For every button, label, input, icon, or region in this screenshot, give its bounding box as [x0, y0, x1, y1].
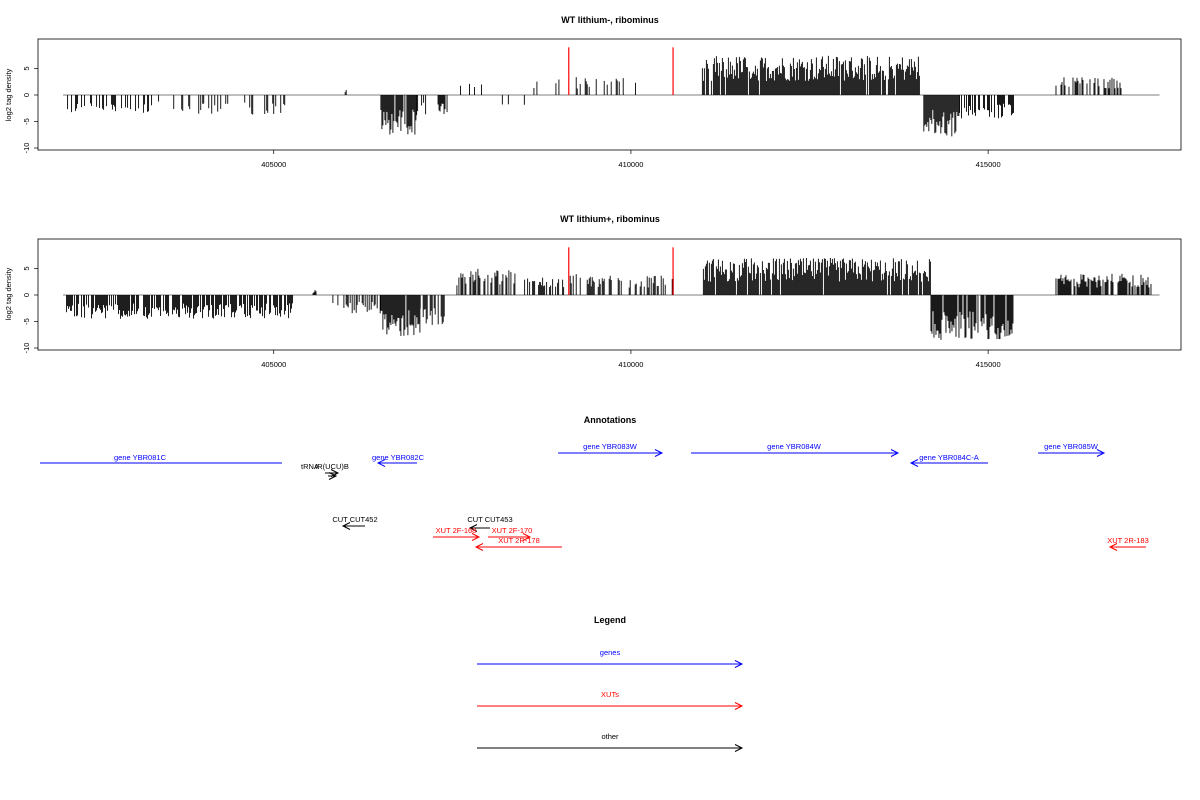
y-tick-label: -5: [22, 318, 31, 325]
x-tick-label: 415000: [976, 360, 1001, 369]
feature-label: XUT 2F-170: [492, 526, 533, 535]
legend-label: XUTs: [601, 690, 619, 699]
plot-frame: [37, 38, 1182, 151]
arrowhead: [1108, 543, 1118, 551]
legend-items: genes XUTs other: [477, 648, 744, 752]
panel-title: WT lithium+, ribominus: [560, 214, 660, 224]
feature: tRNA: [301, 462, 340, 477]
arrowhead: [376, 459, 386, 467]
x-tick-label: 415000: [976, 160, 1001, 169]
x-tick-label: 405000: [261, 160, 286, 169]
x-axis-ticks: 405000 410000 415000: [261, 350, 1001, 369]
feature-label: tR(UCU)B: [315, 462, 349, 471]
feature-label: gene YBR083W: [583, 442, 638, 451]
arrowhead: [468, 524, 478, 532]
arrowhead: [330, 469, 340, 477]
arrowhead: [471, 533, 481, 541]
legend-arrowhead: [734, 660, 744, 668]
legend-item: XUTs: [477, 690, 744, 710]
legend: Legend genes XUTs other: [477, 615, 744, 752]
annotations-track: Annotations gene YBR081C gene YBR082Cgene…: [40, 415, 1149, 551]
legend-arrowhead: [734, 744, 744, 752]
y-axis-label: log2 tag density: [4, 68, 13, 121]
y-tick-label: -5: [22, 118, 31, 125]
feature-label: XUT 2R-178: [498, 536, 540, 545]
y-tick-label: 5: [22, 266, 31, 270]
plot-frame: [37, 238, 1182, 351]
feature-label: XUT 2F-168: [436, 526, 477, 535]
legend-label: genes: [600, 648, 621, 657]
arrowhead: [909, 459, 919, 467]
y-tick-label: 0: [22, 293, 31, 297]
feature: gene YBR082C: [372, 453, 425, 467]
feature: XUT 2R-178: [474, 536, 562, 551]
y-axis-label: log2 tag density: [4, 267, 13, 320]
panel-title: WT lithium-, ribominus: [561, 15, 659, 25]
feature-label: gene YBR081C: [114, 453, 167, 462]
legend-label: other: [601, 732, 619, 741]
x-tick-label: 410000: [618, 360, 643, 369]
y-tick-label: -10: [22, 143, 31, 154]
track-panel-lithium-minus: WT lithium-, ribominus log2 tag density …: [4, 15, 1182, 169]
red-marker-lines: [568, 247, 674, 295]
x-tick-label: 410000: [618, 160, 643, 169]
feature-label: tRNA: [301, 462, 319, 471]
legend-title: Legend: [594, 615, 626, 625]
annotations-title: Annotations: [584, 415, 637, 425]
feature: gene YBR084C-A: [909, 453, 988, 467]
y-tick-label: -10: [22, 343, 31, 354]
feature: gene YBR084W: [691, 442, 900, 457]
y-tick-label: 0: [22, 93, 31, 97]
y-axis-ticks: -10 -5 0 5: [22, 266, 38, 353]
arrowhead: [341, 522, 351, 530]
feature-label: CUT CUT453: [467, 515, 512, 524]
feature: CUT CUT453: [467, 515, 513, 532]
arrowhead: [1096, 449, 1106, 457]
x-tick-label: 405000: [261, 360, 286, 369]
feature-label: gene YBR084C-A: [919, 453, 978, 462]
feature-label: XUT 2R-183: [1107, 536, 1149, 545]
annotation-features: gene YBR081C gene YBR082C gene YBR083W gene…: [40, 442, 1149, 551]
arrowhead: [328, 472, 338, 480]
feature: XUT 2F-170: [488, 526, 532, 541]
red-marker-lines: [568, 47, 674, 95]
legend-item: other: [477, 732, 744, 752]
signal-bars: [66, 258, 1152, 340]
feature-label: gene YBR082C: [372, 453, 425, 462]
y-axis-ticks: -10 -5 0 5: [22, 66, 38, 153]
y-tick-label: 5: [22, 66, 31, 70]
feature: XUT 2R-183: [1107, 536, 1149, 551]
feature-label: gene YBR085W: [1044, 442, 1099, 451]
track-panel-lithium-plus: WT lithium+, ribominus log2 tag density …: [4, 214, 1182, 369]
signal-bars: [67, 55, 1122, 137]
arrowhead: [474, 543, 484, 551]
feature: gene YBR081C: [40, 453, 282, 464]
legend-arrowhead: [734, 702, 744, 710]
feature: CUT CUT452: [332, 515, 378, 530]
arrowhead: [522, 533, 532, 541]
feature: tR(UCU)B: [315, 462, 349, 480]
arrowhead: [654, 449, 664, 457]
feature: gene YBR085W: [1038, 442, 1106, 457]
arrowhead: [890, 449, 900, 457]
feature-label: CUT CUT452: [332, 515, 377, 524]
x-axis-ticks: 405000 410000 415000: [261, 150, 1001, 169]
feature: gene YBR083W: [558, 442, 664, 457]
feature: XUT 2F-168: [433, 526, 481, 541]
feature-label: gene YBR084W: [767, 442, 822, 451]
legend-item: genes: [477, 648, 744, 668]
